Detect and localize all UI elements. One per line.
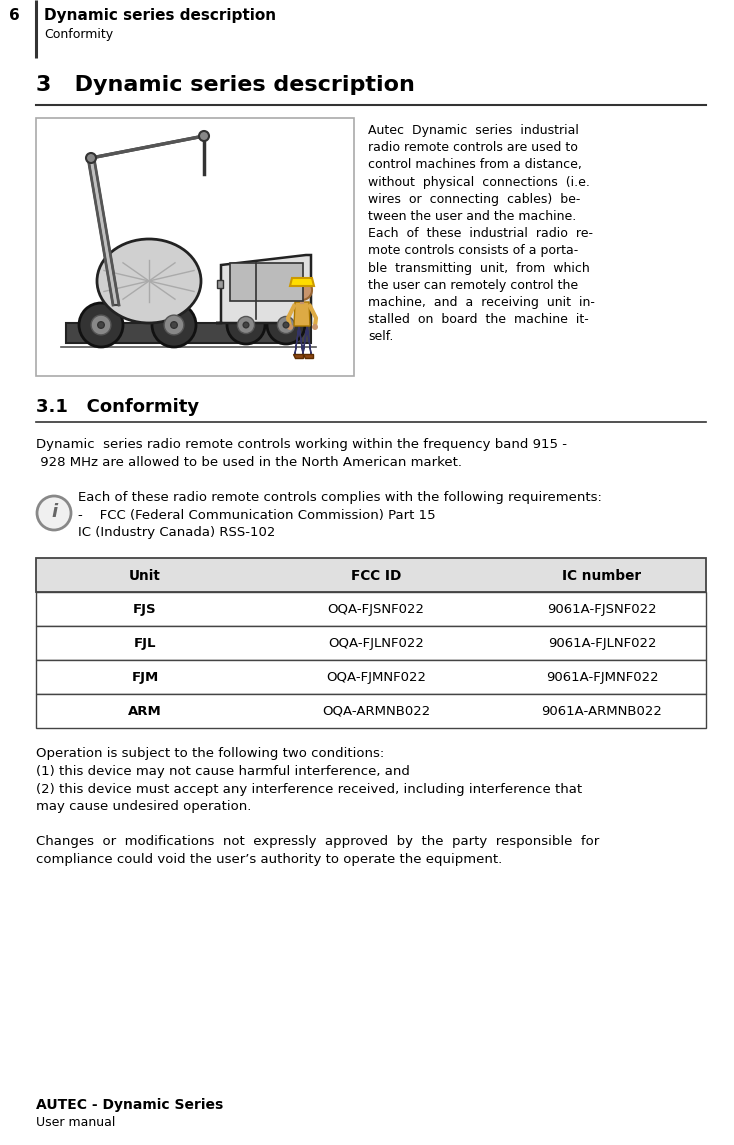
Text: AUTEC - Dynamic Series: AUTEC - Dynamic Series [36,1098,223,1112]
Text: 6: 6 [9,8,19,23]
Text: the user can remotely control the: the user can remotely control the [368,278,578,292]
Circle shape [171,322,178,329]
Text: 9061A-FJMNF022: 9061A-FJMNF022 [545,671,658,684]
Text: (1) this device may not cause harmful interference, and: (1) this device may not cause harmful in… [36,765,410,777]
Text: FJL: FJL [134,637,156,650]
Bar [36,694,706,727]
Ellipse shape [97,239,201,323]
Circle shape [91,315,111,334]
Text: FCC ID: FCC ID [351,569,401,583]
Bar [36,625,706,660]
Text: OQA-FJMNF022: OQA-FJMNF022 [326,671,426,684]
Text: FJS: FJS [133,603,157,616]
Text: OQA-FJSNF022: OQA-FJSNF022 [327,603,424,616]
Text: Unit: Unit [129,569,161,583]
Bar [36,558,706,592]
Text: compliance could void the user’s authority to operate the equipment.: compliance could void the user’s authori… [36,853,502,866]
Text: Changes  or  modifications  not  expressly  approved  by  the  party  responsibl: Changes or modifications not expressly a… [36,836,599,848]
Text: User manual: User manual [36,1116,115,1129]
Circle shape [37,496,71,530]
Text: Dynamic  series radio remote controls working within the frequency band 915 -: Dynamic series radio remote controls wor… [36,439,567,451]
Circle shape [267,306,305,344]
Bar [36,118,354,376]
Text: self.: self. [368,331,393,344]
Text: Each of these radio remote controls complies with the following requirements:: Each of these radio remote controls comp… [78,491,602,504]
Bar [230,263,303,301]
Text: may cause undesired operation.: may cause undesired operation. [36,800,251,813]
Text: 3.1   Conformity: 3.1 Conformity [36,398,199,416]
Text: machine,  and  a  receiving  unit  in-: machine, and a receiving unit in- [368,297,595,309]
Text: radio remote controls are used to: radio remote controls are used to [368,141,578,155]
Circle shape [164,315,184,334]
Text: stalled  on  board  the  machine  it-: stalled on board the machine it- [368,314,589,326]
Polygon shape [88,136,207,158]
Polygon shape [295,326,303,354]
Text: ARM: ARM [128,705,162,718]
Bar [36,660,706,694]
Text: FJM: FJM [131,671,159,684]
Polygon shape [88,158,119,305]
Circle shape [238,316,255,333]
Text: 9061A-FJLNF022: 9061A-FJLNF022 [548,637,656,650]
Text: without  physical  connections  (i.e.: without physical connections (i.e. [368,175,590,189]
Polygon shape [293,354,303,358]
Circle shape [227,306,265,344]
Text: Autec  Dynamic  series  industrial: Autec Dynamic series industrial [368,124,579,137]
Circle shape [292,281,312,300]
Text: i: i [51,503,57,521]
Polygon shape [303,354,313,358]
Text: Operation is subject to the following two conditions:: Operation is subject to the following tw… [36,748,385,760]
Text: 9061A-ARMNB022: 9061A-ARMNB022 [542,705,663,718]
Text: Conformity: Conformity [44,27,113,41]
Circle shape [98,322,104,329]
Text: tween the user and the machine.: tween the user and the machine. [368,210,576,223]
Text: 9061A-FJSNF022: 9061A-FJSNF022 [547,603,657,616]
Circle shape [79,303,123,347]
Text: Dynamic series description: Dynamic series description [44,8,276,23]
Bar [66,323,311,344]
Text: mote controls consists of a porta-: mote controls consists of a porta- [368,244,578,258]
Circle shape [277,316,294,333]
Text: IC (Industry Canada) RSS-102: IC (Industry Canada) RSS-102 [78,526,275,539]
Circle shape [283,322,289,327]
Circle shape [243,322,249,327]
Polygon shape [216,255,311,323]
Circle shape [312,324,318,330]
Text: 928 MHz are allowed to be used in the North American market.: 928 MHz are allowed to be used in the No… [36,456,462,468]
Text: Each  of  these  industrial  radio  re-: Each of these industrial radio re- [368,227,593,240]
Text: (2) this device must accept any interference received, including interference th: (2) this device must accept any interfer… [36,782,582,796]
Circle shape [199,131,209,141]
Text: ble  transmitting  unit,  from  which: ble transmitting unit, from which [368,261,589,275]
Circle shape [86,153,96,163]
Text: 3   Dynamic series description: 3 Dynamic series description [36,76,415,95]
Bar [36,592,706,625]
Text: wires  or  connecting  cables)  be-: wires or connecting cables) be- [368,192,581,206]
Circle shape [287,324,293,330]
Polygon shape [294,302,310,326]
Text: OQA-ARMNB022: OQA-ARMNB022 [322,705,430,718]
Text: -    FCC (Federal Communication Commission) Part 15: - FCC (Federal Communication Commission)… [78,508,435,521]
Polygon shape [290,278,314,286]
Text: IC number: IC number [562,569,642,583]
Circle shape [152,303,196,347]
Text: control machines from a distance,: control machines from a distance, [368,158,582,172]
Polygon shape [303,326,311,354]
Text: OQA-FJLNF022: OQA-FJLNF022 [328,637,424,650]
Bar [217,281,223,289]
